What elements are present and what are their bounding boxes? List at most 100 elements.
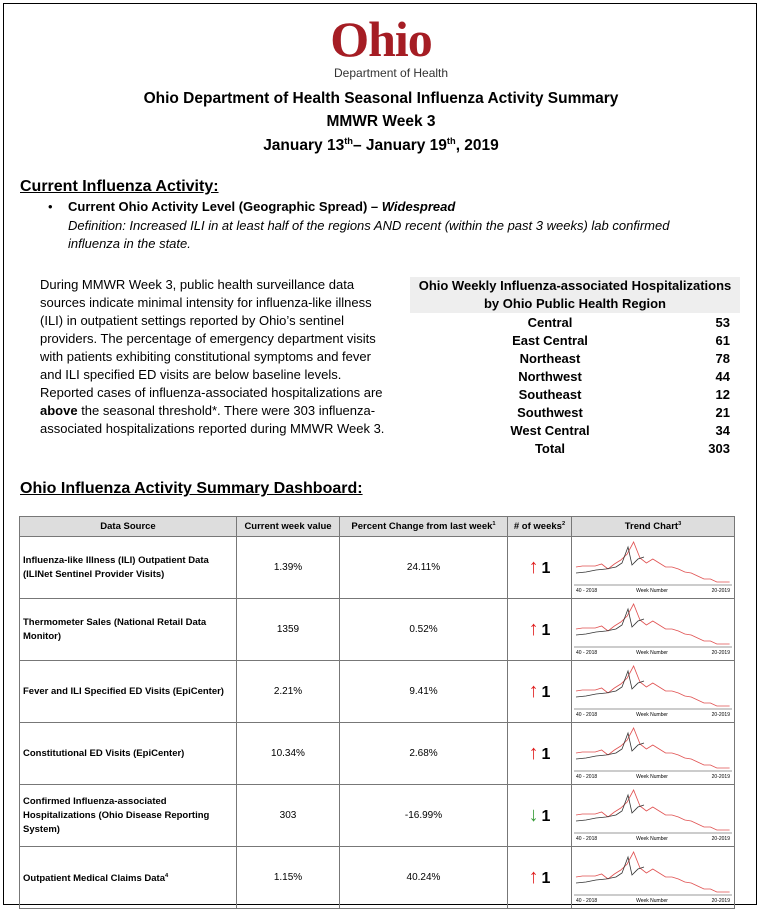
arrow: ↑ bbox=[528, 556, 539, 578]
change: 0.52% bbox=[339, 598, 508, 661]
count: 78 bbox=[715, 351, 730, 366]
label: Current Ohio Activity Level (Geographic … bbox=[68, 199, 382, 214]
trend-line bbox=[575, 665, 730, 707]
dashboard-table: Data Source Current week value Percent Cha… bbox=[19, 516, 735, 909]
date-part: January 13 bbox=[263, 137, 345, 155]
sup: 3 bbox=[678, 520, 682, 527]
current: 1.39% bbox=[236, 536, 340, 599]
label: Data Source bbox=[100, 521, 156, 532]
row: Fever and ILI Specified ED Visits (EpiCe… bbox=[19, 660, 735, 723]
level: Widespread bbox=[381, 199, 456, 214]
weeks-count: 1 bbox=[541, 746, 551, 763]
weeks: ↑ 1 bbox=[507, 722, 572, 785]
source: Constitutional ED Visits (EpiCenter) bbox=[19, 722, 237, 785]
bullet: • bbox=[48, 199, 53, 214]
trend-line bbox=[575, 727, 730, 769]
text: Influenza-like Illness (ILI) Outpatient … bbox=[23, 554, 209, 580]
text: Fever and ILI Specified ED Visits (EpiCe… bbox=[23, 685, 224, 697]
weeks-count: 1 bbox=[541, 684, 551, 701]
date: January 13th– January 19th, 2019 bbox=[0, 136, 762, 155]
weeks-count: 1 bbox=[541, 560, 551, 577]
row: Outpatient Medical Claims Data4 1.15% 40.2… bbox=[19, 846, 735, 909]
logo: Ohio bbox=[330, 11, 433, 67]
trend-label: 20-2019 bbox=[712, 836, 731, 842]
trend-label: 20-2019 bbox=[712, 588, 731, 594]
label: Trend Chart bbox=[624, 521, 679, 533]
trend-label: 20-2019 bbox=[712, 898, 731, 904]
region: Southeast bbox=[518, 387, 582, 402]
source: Influenza-like Illness (ILI) Outpatient … bbox=[19, 536, 237, 599]
region: Southwest bbox=[517, 405, 583, 420]
text: Thermometer Sales (National Retail Data … bbox=[23, 616, 207, 642]
change: -16.99% bbox=[339, 784, 508, 847]
weeks-count: 1 bbox=[541, 870, 551, 887]
weeks: ↑ 1 bbox=[507, 660, 572, 723]
text: Outpatient Medical Claims Data bbox=[23, 873, 166, 885]
row: Thermometer Sales (National Retail Data … bbox=[19, 598, 735, 661]
trend: 40 - 2018 Week Number 20-2019 bbox=[571, 846, 735, 909]
row: Constitutional ED Visits (EpiCenter) 10.3… bbox=[19, 722, 735, 785]
trend-chart: 40 - 2018 Week Number 20-2019 bbox=[574, 851, 732, 904]
column-header: Percent Change from last week1 bbox=[339, 516, 508, 537]
region: Total bbox=[534, 441, 566, 456]
column-header: Data Source bbox=[19, 516, 237, 537]
current: 1.15% bbox=[236, 846, 340, 909]
heading: Ohio Influenza Activity Summary Dashboar… bbox=[20, 480, 363, 497]
sup: th bbox=[344, 136, 353, 146]
trend-chart: 40 - 2018 Week Number 20-2019 bbox=[574, 603, 732, 656]
trend-label: Week Number bbox=[636, 836, 668, 842]
count: 21 bbox=[715, 405, 730, 420]
title: Ohio Weekly Influenza-associated Hospita… bbox=[418, 278, 732, 293]
trend-line bbox=[575, 855, 645, 884]
trend-line bbox=[575, 541, 730, 583]
row: Influenza-like Illness (ILI) Outpatient … bbox=[19, 536, 735, 599]
region: West Central bbox=[510, 423, 590, 438]
sup: 4 bbox=[165, 872, 169, 879]
source: Thermometer Sales (National Retail Data … bbox=[19, 598, 237, 661]
change: 24.11% bbox=[339, 536, 508, 599]
bullet-text: Current Ohio Activity Level (Geographic … bbox=[68, 199, 455, 214]
current: 1359 bbox=[236, 598, 340, 661]
text: During MMWR Week 3, public health survei… bbox=[40, 277, 383, 400]
row: Confirmed Influenza-associated Hospitali… bbox=[19, 784, 735, 847]
weeks: ↑ 1 bbox=[507, 536, 572, 599]
arrow: ↑ bbox=[528, 680, 539, 702]
arrow: ↑ bbox=[528, 618, 539, 640]
change: 40.24% bbox=[339, 846, 508, 909]
trend: 40 - 2018 Week Number 20-2019 bbox=[571, 536, 735, 599]
weeks: ↓ 1 bbox=[507, 784, 572, 847]
column-header: Trend Chart3 bbox=[571, 516, 735, 537]
heading: Current Influenza Activity: bbox=[20, 178, 219, 195]
title: Ohio Department of Health Seasonal Influ… bbox=[143, 90, 619, 107]
column-header: Current week value bbox=[236, 516, 340, 537]
trend-line bbox=[575, 545, 645, 574]
weeks: ↑ 1 bbox=[507, 598, 572, 661]
arrow: ↑ bbox=[528, 866, 539, 888]
source: Fever and ILI Specified ED Visits (EpiCe… bbox=[19, 660, 237, 723]
label: Current week value bbox=[244, 521, 332, 532]
sup: 2 bbox=[561, 520, 566, 527]
label: # of weeks bbox=[513, 521, 562, 533]
sup: 1 bbox=[492, 520, 496, 527]
count: 12 bbox=[715, 387, 730, 402]
trend-label: Week Number bbox=[636, 588, 668, 594]
count: 44 bbox=[715, 369, 730, 384]
trend-chart: 40 - 2018 Week Number 20-2019 bbox=[574, 789, 732, 842]
arrow: ↓ bbox=[528, 804, 539, 826]
trend-label: 40 - 2018 bbox=[576, 712, 597, 718]
date-part: – January 19 bbox=[352, 137, 447, 155]
summary: During MMWR Week 3, public health survei… bbox=[40, 276, 395, 438]
trend: 40 - 2018 Week Number 20-2019 bbox=[571, 784, 735, 847]
trend-label: 40 - 2018 bbox=[576, 836, 597, 842]
arrow: ↑ bbox=[528, 742, 539, 764]
trend-label: 40 - 2018 bbox=[576, 650, 597, 656]
count: 61 bbox=[715, 333, 730, 348]
trend-line bbox=[575, 731, 645, 760]
trend-line bbox=[575, 603, 730, 645]
current: 303 bbox=[236, 784, 340, 847]
trend-label: Week Number bbox=[636, 898, 668, 904]
count: 53 bbox=[715, 315, 730, 330]
source: Outpatient Medical Claims Data4 bbox=[19, 846, 237, 909]
subtitle: by Ohio Public Health Region bbox=[483, 296, 666, 311]
